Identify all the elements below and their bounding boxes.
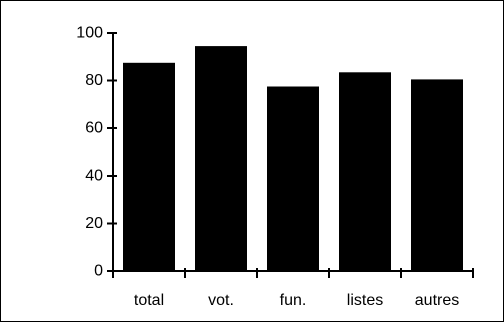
x-tick-label-fun: fun. bbox=[280, 292, 307, 309]
bars-layer bbox=[123, 46, 463, 272]
bar-fun bbox=[267, 86, 319, 271]
axes-layer bbox=[107, 32, 474, 278]
y-tick-label-80: 80 bbox=[85, 72, 103, 89]
bar-autres bbox=[411, 79, 463, 272]
x-tick-label-total: total bbox=[134, 292, 164, 309]
labels-layer: 0 20 40 60 80 100 total vot. fun. listes autres bbox=[76, 25, 459, 310]
y-tick-label-20: 20 bbox=[85, 215, 103, 232]
x-tick-label-listes: listes bbox=[347, 292, 383, 309]
bar-vot bbox=[195, 46, 247, 271]
y-tick-label-60: 60 bbox=[85, 120, 103, 137]
bar-total bbox=[123, 62, 175, 272]
y-tick-label-100: 100 bbox=[76, 25, 103, 42]
y-tick-label-0: 0 bbox=[94, 263, 103, 280]
x-tick-label-vot: vot. bbox=[208, 292, 234, 309]
bar-listes bbox=[339, 72, 391, 271]
x-tick-label-autres: autres bbox=[415, 292, 459, 309]
y-tick-label-40: 40 bbox=[85, 167, 103, 184]
